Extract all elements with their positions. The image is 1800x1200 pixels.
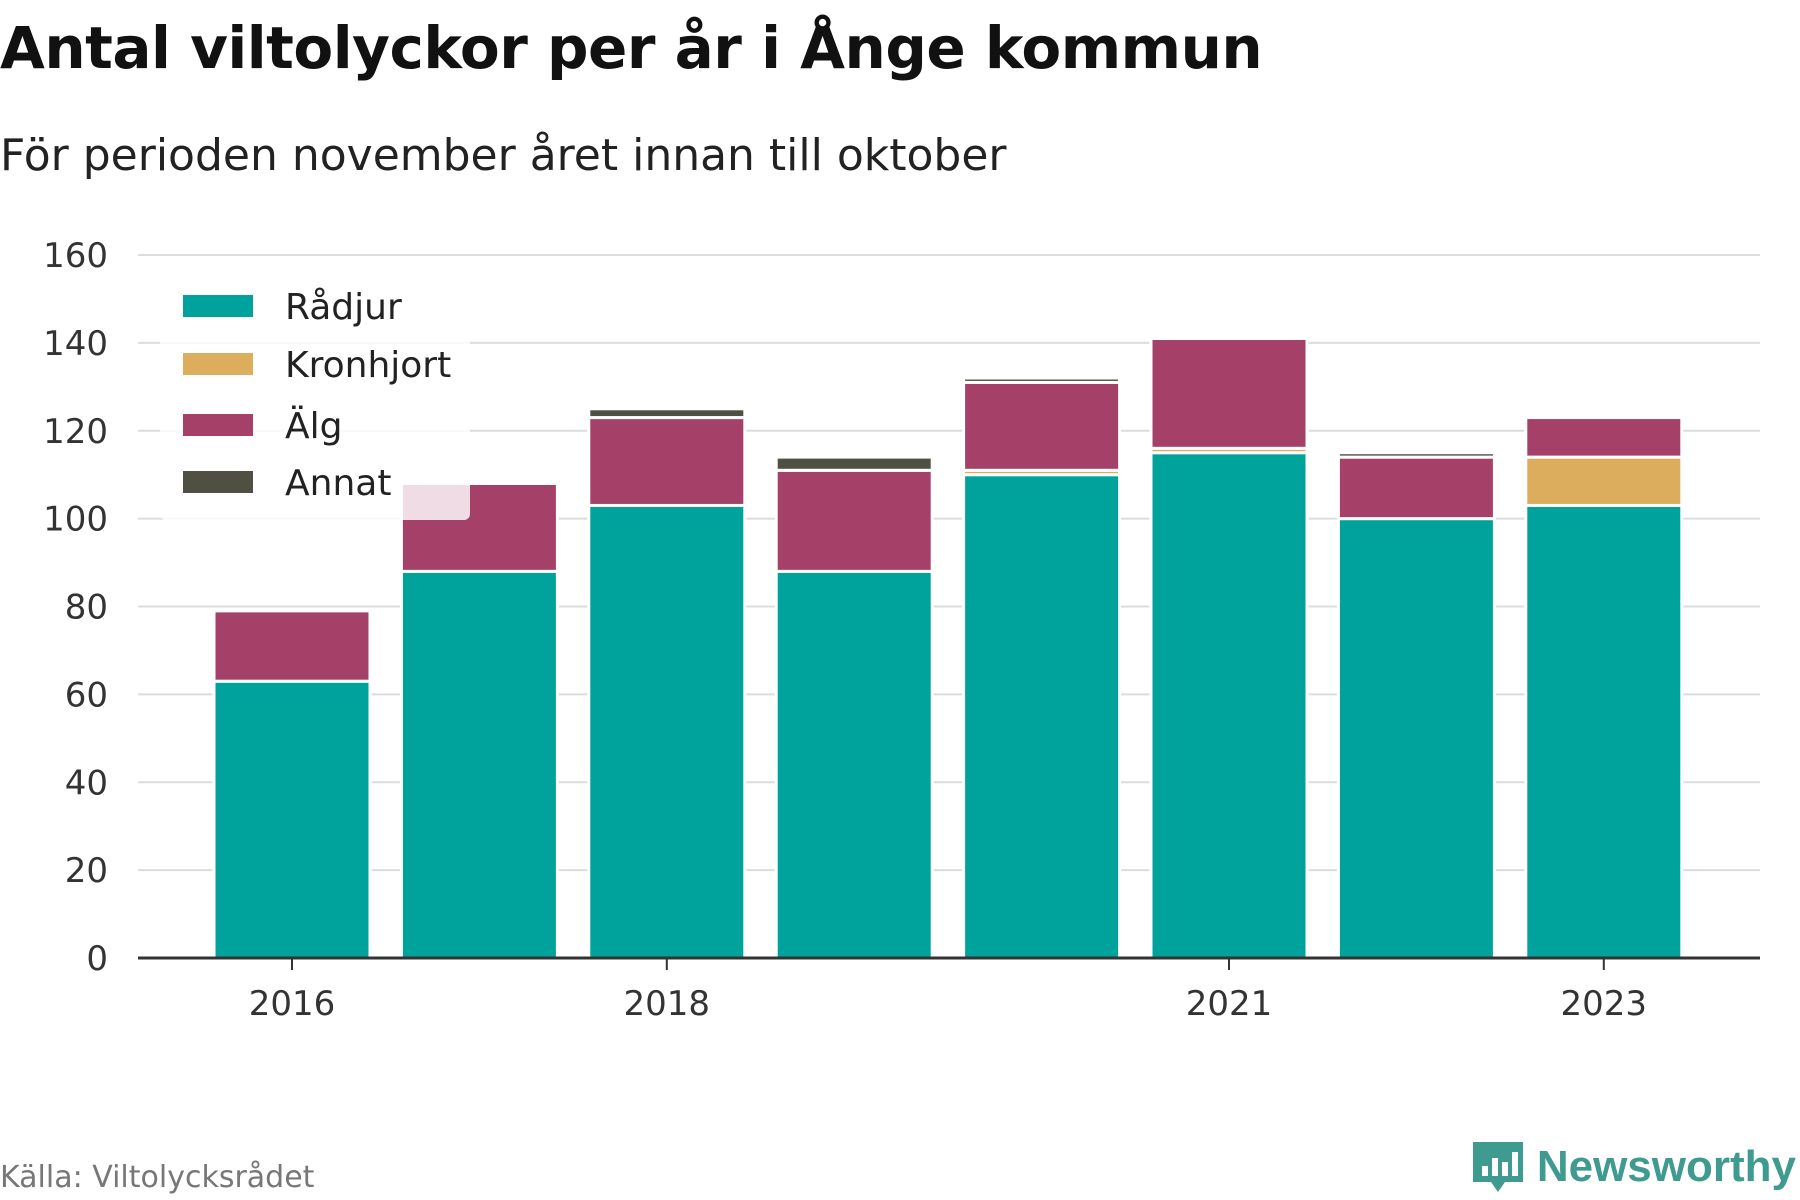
chart-subtitle: För perioden november året innan till ok… [0,130,1007,181]
bar-segment [399,569,559,960]
brand-logo: Newsworthy [1469,1138,1796,1196]
bar-segment [962,380,1122,472]
bar-segment [962,473,1122,960]
y-tick-label: 100 [43,500,108,540]
bar-chart-logo-icon [1472,1142,1523,1192]
legend-swatch [183,295,253,317]
y-tick-label: 20 [65,851,108,891]
x-axis: 2016 2018 2021 2023 [138,956,1760,1024]
bar-segment [1524,455,1684,507]
bars [212,336,1684,960]
legend-swatch [183,353,253,375]
bar-segment [1336,455,1496,521]
bar-segment [962,376,1122,384]
legend-swatch [183,414,253,436]
x-tick-label: 2018 [624,984,711,1024]
y-tick-label: 140 [43,324,108,364]
brand-name: Newsworthy [1536,1142,1796,1191]
bar-segment [774,468,934,573]
legend-label: Rådjur [285,287,402,328]
legend-swatch [183,471,253,493]
bar-segment [1336,451,1496,459]
legend: Rådjur Kronhjort Älg Annat [160,268,470,520]
x-tick-label: 2021 [1186,984,1273,1024]
bar-segment [1524,503,1684,960]
y-tick-label: 80 [65,588,108,628]
bar-segment [587,416,747,507]
y-axis: 0 20 40 60 80 100 120 140 160 [43,236,108,979]
y-tick-label: 40 [65,763,108,803]
y-tick-label: 120 [43,412,108,452]
bar-segment [1149,451,1309,960]
x-tick-label: 2016 [249,984,336,1024]
x-tick-label: 2023 [1561,984,1648,1024]
bar-segment [774,455,934,472]
bar-segment [774,569,934,960]
bar-segment [587,503,747,960]
legend-label: Annat [285,463,391,504]
bar-segment [1336,517,1496,960]
bar-segment [212,679,372,960]
legend-label: Älg [285,405,342,447]
source-note: Källa: Viltolycksrådet [0,1160,315,1195]
bar-segment [1149,336,1309,450]
chart-title: Antal viltolyckor per år i Ånge kommun [0,14,1263,82]
y-tick-label: 0 [86,939,108,979]
y-tick-label: 60 [65,675,108,715]
legend-label: Kronhjort [285,345,451,386]
bar-segment [212,609,372,683]
y-tick-label: 160 [43,236,108,276]
legend-box [160,268,470,520]
bar-segment [587,407,747,420]
bar-segment [1524,416,1684,459]
